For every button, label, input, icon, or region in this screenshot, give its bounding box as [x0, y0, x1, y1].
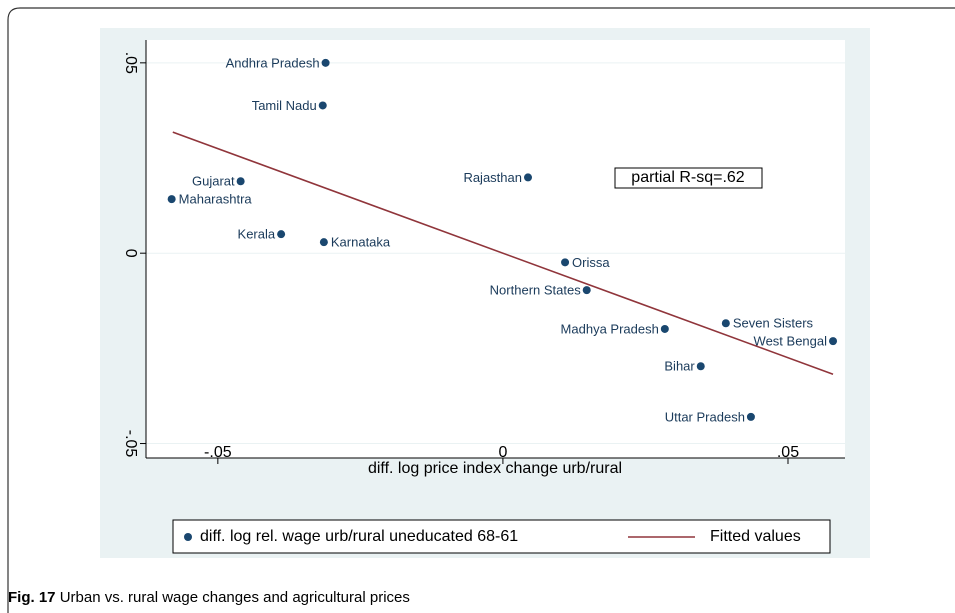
caption-label: Fig. 17: [8, 589, 56, 606]
annotation: partial R-sq=.62: [631, 169, 744, 186]
point-label: Tamil Nadu: [252, 98, 317, 113]
legend-label: Fitted values: [710, 528, 801, 545]
x-tick-label: -.05: [204, 444, 232, 461]
point: [561, 258, 570, 267]
point-label: Northern States: [490, 283, 582, 298]
point: [321, 58, 330, 67]
y-tick-label: .05: [122, 52, 139, 74]
annotation-box: [614, 167, 763, 189]
legend-marker: [184, 533, 192, 541]
point: [660, 324, 669, 333]
fit-line: [172, 131, 834, 375]
point: [319, 238, 328, 247]
point-label: West Bengal: [754, 334, 828, 349]
x-tick-label: .05: [777, 444, 799, 461]
x-axis-label: diff. log price index change urb/rural: [368, 460, 622, 477]
point: [829, 337, 838, 346]
point-label: Madhya Pradesh: [561, 321, 659, 336]
point-label: Maharashtra: [179, 192, 253, 207]
frame: [7, 7, 955, 613]
chart: -.05 0 .05 -.05 0 .05 Andhra Pradesh Tamil Nadu…: [122, 40, 845, 464]
legend-label: diff. log rel. wage urb/rural uneducated…: [200, 528, 518, 545]
point: [721, 319, 730, 328]
point-label: Uttar Pradesh: [665, 409, 745, 424]
point-label: Gujarat: [192, 174, 235, 189]
point: [167, 195, 176, 204]
point: [696, 362, 705, 371]
point-label: Karnataka: [331, 235, 391, 250]
point: [236, 177, 245, 186]
point: [318, 101, 327, 110]
plot-area: [146, 40, 845, 458]
point: [582, 286, 591, 295]
legend: [172, 519, 831, 554]
point-label: Orissa: [572, 255, 610, 270]
point-label: Kerala: [238, 227, 276, 242]
x-tick-label: 0: [498, 444, 507, 461]
point-label: Seven Sisters: [733, 316, 814, 331]
point: [523, 173, 532, 182]
y-tick-label: -.05: [122, 430, 139, 458]
point: [746, 412, 755, 421]
point-label: Bihar: [664, 359, 695, 374]
y-tick-label: 0: [122, 249, 139, 258]
point-label: Rajasthan: [463, 170, 522, 185]
caption-text: Urban vs. rural wage changes and agricul…: [60, 589, 410, 606]
point: [277, 230, 286, 239]
point-label: Andhra Pradesh: [226, 55, 320, 70]
caption: Fig. 17 Urban vs. rural wage changes and…: [8, 589, 410, 606]
